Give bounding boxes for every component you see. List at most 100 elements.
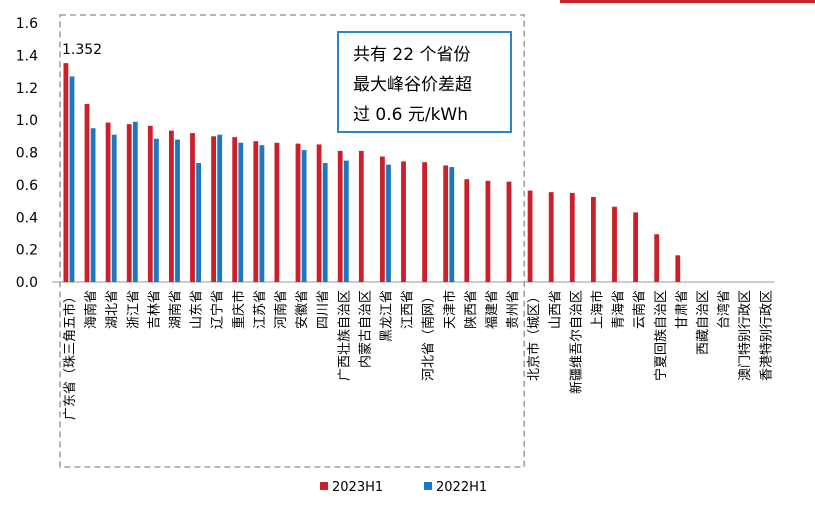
- x-tick-label: 重庆市: [231, 290, 247, 329]
- x-tick-label: 辽宁省: [210, 290, 226, 329]
- highlight-dashed-box: [59, 14, 525, 468]
- legend-swatch: [320, 482, 328, 490]
- bar-2023h1: [569, 192, 575, 282]
- x-tick-label: 陕西省: [464, 290, 479, 329]
- x-tick-label: 河北省（南网）: [421, 290, 437, 381]
- bar-2023h1: [654, 234, 660, 282]
- y-tick-label: 0.4: [16, 210, 38, 226]
- bar-2023h1: [232, 137, 238, 282]
- x-tick-label: 安徽省: [295, 290, 310, 329]
- bar-2022h1: [154, 138, 159, 282]
- bar-2022h1: [259, 145, 265, 282]
- x-tick-label: 江西省: [401, 290, 416, 329]
- bar-2022h1: [175, 139, 180, 282]
- bar-2022h1: [196, 163, 201, 282]
- bar-2022h1: [238, 142, 244, 282]
- legend-label: 2022H1: [436, 480, 487, 495]
- x-tick-label: 甘肃省: [675, 290, 690, 329]
- bar-2023h1: [147, 125, 153, 283]
- bar-2023h1: [253, 141, 259, 282]
- legend: 2023H1 2022H1: [320, 480, 487, 495]
- x-tick-label: 北京市（城区）: [526, 290, 542, 381]
- bar-2023h1: [126, 124, 132, 282]
- bar-2022h1: [322, 163, 328, 282]
- bar-2023h1: [485, 180, 491, 282]
- bar-2022h1: [301, 150, 307, 282]
- top-accent-line: [560, 0, 815, 3]
- y-axis: 0.0 0.2 0.4 0.6 0.8 1.0 1.2 1.4 1.6: [16, 16, 775, 291]
- bar-2023h1: [337, 150, 343, 282]
- bar-2023h1: [422, 162, 427, 282]
- x-tick-label: 吉林省: [147, 290, 162, 329]
- x-tick-label: 新疆维吾尔自治区: [568, 290, 584, 394]
- x-tick-label: 香港特别行政区: [759, 290, 774, 381]
- y-tick-label: 1.0: [16, 113, 38, 129]
- y-tick-label: 0.6: [16, 178, 38, 194]
- x-tick-label: 湖北省: [105, 290, 120, 329]
- bar-2022h1: [343, 160, 349, 282]
- x-tick-label: 海南省: [83, 290, 99, 329]
- bar-2022h1: [111, 134, 117, 282]
- bar-2023h1: [380, 156, 385, 282]
- bars-layer: 1.352: [62, 42, 681, 283]
- bar-2023h1: [63, 63, 69, 282]
- bar-2023h1: [295, 143, 301, 282]
- bar-2022h1: [449, 167, 455, 282]
- x-tick-label: 广西壮族自治区: [336, 290, 352, 381]
- bar-2022h1: [386, 164, 391, 282]
- x-tick-label: 江苏省: [252, 290, 268, 329]
- x-tick-label: 山东省: [190, 290, 205, 329]
- x-tick-label: 浙江省: [126, 290, 141, 329]
- bar-2023h1: [443, 165, 449, 282]
- bar-2023h1: [506, 181, 512, 282]
- y-tick-label: 1.2: [16, 81, 38, 97]
- x-tick-label: 四川省: [316, 290, 331, 329]
- x-tick-label: 贵州省: [506, 290, 521, 329]
- x-tick-label: 上海市: [590, 290, 606, 329]
- bar-2023h1: [527, 190, 533, 282]
- y-tick-label: 0.0: [16, 275, 38, 291]
- bar-2023h1: [211, 136, 216, 282]
- x-tick-label: 西藏自治区: [696, 290, 711, 355]
- bar-2023h1: [169, 130, 174, 282]
- bar-2023h1: [316, 144, 322, 282]
- x-tick-label: 内蒙古自治区: [357, 290, 373, 368]
- y-tick-label: 0.2: [16, 243, 38, 259]
- x-tick-label: 湖南省: [168, 290, 184, 329]
- x-tick-label: 福建省: [485, 290, 500, 329]
- bar-2023h1: [84, 103, 90, 282]
- annotation-line-1: 共有 22 个省份: [353, 45, 471, 65]
- bar-2023h1: [548, 192, 554, 282]
- bar-2023h1: [464, 179, 470, 282]
- y-tick-label: 1.6: [16, 16, 38, 32]
- annotation-box: 共有 22 个省份 最大峰谷价差超 过 0.6 元/kWh: [337, 31, 512, 133]
- bar-2023h1: [401, 161, 406, 282]
- bar-2022h1: [69, 76, 75, 282]
- x-tick-label: 山西省: [548, 290, 563, 329]
- bar-2023h1: [358, 150, 364, 282]
- y-tick-label: 0.8: [16, 146, 38, 162]
- bar-2023h1: [190, 133, 195, 282]
- bar-2022h1: [217, 134, 223, 282]
- y-tick-label: 1.4: [16, 48, 38, 64]
- legend-label: 2023H1: [332, 480, 383, 495]
- bar-2022h1: [132, 121, 138, 283]
- x-tick-label: 广东省（珠三角五市）: [62, 290, 78, 420]
- x-tick-label: 宁夏回族自治区: [653, 290, 669, 381]
- x-tick-label: 澳门特别行政区: [737, 290, 753, 381]
- highlight-box-layer: [59, 14, 525, 468]
- bar-2023h1: [633, 212, 638, 282]
- data-label: 1.352: [62, 42, 102, 58]
- x-tick-label: 青海省: [612, 290, 627, 329]
- bar-2023h1: [675, 255, 681, 282]
- x-tick-label: 台湾省: [716, 290, 732, 329]
- x-tick-label: 天津市: [442, 290, 458, 329]
- x-tick-label: 河南省: [273, 290, 289, 329]
- bar-2023h1: [591, 197, 596, 282]
- bar-2023h1: [105, 122, 111, 282]
- x-tick-label: 云南省: [632, 290, 648, 329]
- x-axis-labels: 广东省（珠三角五市） 海南省 湖北省 浙江省 吉林省 湖南省 山东省 辽宁省 重庆市 江苏省 河南省…: [62, 290, 774, 420]
- annotation-line-2: 最大峰谷价差超: [353, 75, 472, 95]
- x-tick-label: 黑龙江省: [380, 290, 395, 342]
